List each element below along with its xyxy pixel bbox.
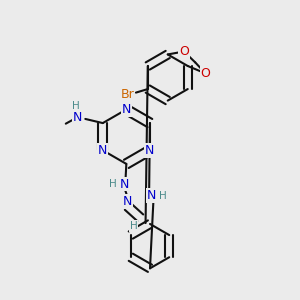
Text: H: H xyxy=(159,191,167,201)
Text: N: N xyxy=(120,178,130,190)
Text: N: N xyxy=(122,103,131,116)
Text: H: H xyxy=(130,221,138,231)
Text: H: H xyxy=(109,179,117,189)
Text: N: N xyxy=(145,144,154,157)
Text: N: N xyxy=(98,144,107,157)
Text: N: N xyxy=(123,195,133,208)
Text: O: O xyxy=(179,45,189,58)
Text: N: N xyxy=(73,111,82,124)
Text: Br: Br xyxy=(121,88,134,101)
Text: O: O xyxy=(200,67,210,80)
Text: H: H xyxy=(72,101,80,111)
Text: N: N xyxy=(147,189,156,202)
